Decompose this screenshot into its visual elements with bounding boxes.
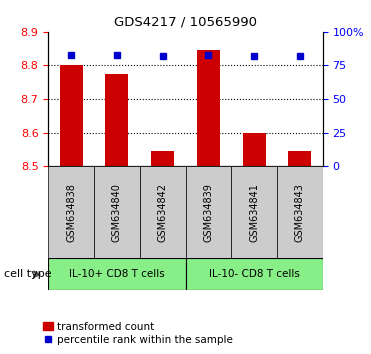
- Bar: [60, 65, 82, 166]
- Text: GSM634839: GSM634839: [203, 183, 213, 242]
- Bar: [140, 166, 186, 258]
- Text: IL-10+ CD8 T cells: IL-10+ CD8 T cells: [69, 269, 165, 279]
- Text: GSM634843: GSM634843: [295, 183, 305, 242]
- Bar: [231, 166, 277, 258]
- Bar: [186, 166, 231, 258]
- Text: IL-10- CD8 T cells: IL-10- CD8 T cells: [209, 269, 299, 279]
- Bar: [289, 151, 311, 166]
- Legend: transformed count, percentile rank within the sample: transformed count, percentile rank withi…: [39, 317, 237, 349]
- Text: GSM634841: GSM634841: [249, 183, 259, 242]
- Bar: [48, 166, 94, 258]
- Bar: [94, 166, 140, 258]
- Bar: [105, 74, 128, 166]
- Bar: [243, 133, 266, 166]
- Bar: [151, 151, 174, 166]
- Bar: [48, 258, 186, 290]
- Text: GSM634838: GSM634838: [66, 183, 76, 242]
- Text: GDS4217 / 10565990: GDS4217 / 10565990: [114, 16, 257, 29]
- Bar: [197, 50, 220, 166]
- Bar: [277, 166, 323, 258]
- Text: GSM634842: GSM634842: [158, 183, 168, 242]
- Text: GSM634840: GSM634840: [112, 183, 122, 242]
- Text: cell type: cell type: [4, 269, 51, 279]
- Bar: [186, 258, 323, 290]
